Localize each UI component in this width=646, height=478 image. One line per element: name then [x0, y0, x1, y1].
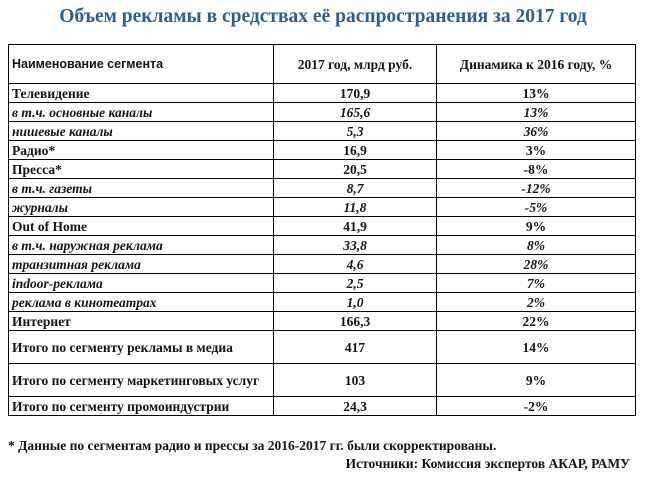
segment-value: 33,8	[273, 235, 437, 255]
header-segment: Наименование сегмента	[8, 44, 274, 84]
segment-change: -8%	[436, 159, 636, 179]
page-title: Объем рекламы в средствах её распростран…	[59, 6, 587, 27]
table-row: транзитная реклама 4,6 28%	[8, 254, 636, 274]
segment-name: журналы	[8, 197, 274, 217]
table-header-row: Наименование сегмента 2017 год, млрд руб…	[8, 44, 636, 84]
segment-value: 16,9	[273, 140, 437, 160]
segment-name: indoor-реклама	[8, 273, 274, 293]
segment-name: Итого по сегменту маркетинговых услуг	[8, 363, 274, 397]
segment-value: 165,6	[273, 102, 437, 122]
segment-change: 22%	[436, 311, 636, 331]
segment-change: 13%	[436, 83, 636, 103]
segment-value: 1,0	[273, 292, 437, 312]
table-row: Итого по сегменту промоиндустрии 24,3 -2…	[8, 396, 636, 416]
table-row: Out of Home 41,9 9%	[8, 216, 636, 236]
segment-name: Радио*	[8, 140, 274, 160]
table-row: Итого по сегменту рекламы в медиа 417 14…	[8, 330, 636, 364]
segment-value: 41,9	[273, 216, 437, 236]
table-row: Итого по сегменту маркетинговых услуг 10…	[8, 363, 636, 397]
segment-change: 9%	[436, 363, 636, 397]
segment-value: 11,8	[273, 197, 437, 217]
header-change-2016: Динамика к 2016 году, %	[436, 44, 636, 84]
segment-change: 14%	[436, 330, 636, 364]
table-row: реклама в кинотеатрах 1,0 2%	[8, 292, 636, 312]
table-row: в т.ч. наружная реклама 33,8 8%	[8, 235, 636, 255]
segment-value: 8,7	[273, 178, 437, 198]
segment-value: 24,3	[273, 396, 437, 416]
segment-name: реклама в кинотеатрах	[8, 292, 274, 312]
segment-value: 170,9	[273, 83, 437, 103]
segment-change: 9%	[436, 216, 636, 236]
segment-name: Итого по сегменту рекламы в медиа	[8, 330, 274, 364]
segment-name: в т.ч. наружная реклама	[8, 235, 274, 255]
segment-value: 417	[273, 330, 437, 364]
table-row: Телевидение 170,9 13%	[8, 83, 636, 103]
table-row: в т.ч. основные каналы 165,6 13%	[8, 102, 636, 122]
table-row: нишевые каналы 5,3 36%	[8, 121, 636, 141]
segment-name: Интернет	[8, 311, 274, 331]
segment-value: 20,5	[273, 159, 437, 179]
table-row: indoor-реклама 2,5 7%	[8, 273, 636, 293]
segment-value: 103	[273, 363, 437, 397]
table-row: Пресса* 20,5 -8%	[8, 159, 636, 179]
segment-value: 166,3	[273, 311, 437, 331]
table-row: журналы 11,8 -5%	[8, 197, 636, 217]
table-row: Интернет 166,3 22%	[8, 311, 636, 331]
segment-change: -5%	[436, 197, 636, 217]
segment-change: -12%	[436, 178, 636, 198]
segment-name: нишевые каналы	[8, 121, 274, 141]
header-value-2017: 2017 год, млрд руб.	[273, 44, 437, 84]
segment-value: 2,5	[273, 273, 437, 293]
segment-name: Пресса*	[8, 159, 274, 179]
segment-name: Итого по сегменту промоиндустрии	[8, 396, 274, 416]
segment-change: 28%	[436, 254, 636, 274]
segment-change: 7%	[436, 273, 636, 293]
segment-change: 13%	[436, 102, 636, 122]
segment-value: 5,3	[273, 121, 437, 141]
segment-name: в т.ч. основные каналы	[8, 102, 274, 122]
segment-name: Телевидение	[8, 83, 274, 103]
footnote: * Данные по сегментам радио и прессы за …	[8, 438, 497, 453]
segment-change: -2%	[436, 396, 636, 416]
segment-change: 3%	[436, 140, 636, 160]
segment-name: в т.ч. газеты	[8, 178, 274, 198]
segment-name: транзитная реклама	[8, 254, 274, 274]
segment-change: 8%	[436, 235, 636, 255]
table-row: Радио* 16,9 3%	[8, 140, 636, 160]
table-row: в т.ч. газеты 8,7 -12%	[8, 178, 636, 198]
segment-change: 2%	[436, 292, 636, 312]
advertising-volume-table: Наименование сегмента 2017 год, млрд руб…	[8, 44, 636, 416]
segment-value: 4,6	[273, 254, 437, 274]
segment-change: 36%	[436, 121, 636, 141]
segment-name: Out of Home	[8, 216, 274, 236]
source-note: Источники: Комиссия экспертов АКАР, РАМУ	[345, 456, 630, 471]
